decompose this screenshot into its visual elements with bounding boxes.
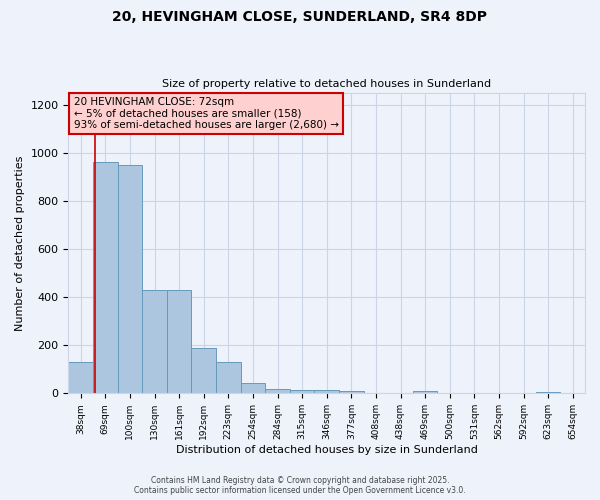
Bar (191, 348, 216, 394)
Text: 20, HEVINGHAM CLOSE, SUNDERLAND, SR4 8DP: 20, HEVINGHAM CLOSE, SUNDERLAND, SR4 8DP (113, 10, 487, 24)
Text: Contains HM Land Registry data © Crown copyright and database right 2025.
Contai: Contains HM Land Registry data © Crown c… (134, 476, 466, 495)
X-axis label: Distribution of detached houses by size in Sunderland: Distribution of detached houses by size … (176, 445, 478, 455)
Bar (314, 390, 339, 394)
Bar (142, 290, 167, 394)
Text: 20 HEVINGHAM CLOSE: 72sqm
← 5% of detached houses are smaller (158)
93% of semi-: 20 HEVINGHAM CLOSE: 72sqm ← 5% of detach… (74, 97, 338, 130)
Bar (167, 290, 191, 394)
Bar (290, 390, 314, 394)
Bar (536, 392, 560, 394)
Bar (216, 362, 241, 394)
Bar (265, 388, 290, 394)
Bar (413, 392, 437, 394)
Bar (118, 164, 142, 394)
Bar (68, 362, 93, 394)
Bar (241, 382, 265, 394)
Bar (93, 162, 118, 394)
Y-axis label: Number of detached properties: Number of detached properties (15, 156, 25, 330)
Title: Size of property relative to detached houses in Sunderland: Size of property relative to detached ho… (162, 79, 491, 89)
Bar (339, 391, 364, 394)
